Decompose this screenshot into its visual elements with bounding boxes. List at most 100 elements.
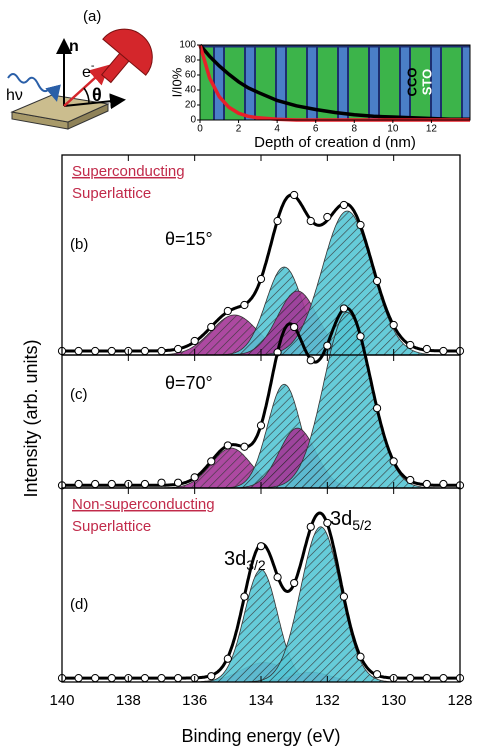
data-point (389, 320, 398, 330)
sample-label: Non-superconducting (72, 496, 215, 513)
x-tick-label: 4 (274, 124, 280, 135)
angle-label: θ=15° (165, 229, 213, 249)
axes-frame (199, 44, 471, 121)
layer-label: CCO (404, 68, 419, 97)
data-point (91, 674, 100, 683)
data-point (91, 346, 100, 356)
data-point (273, 348, 282, 357)
electron-text: e (82, 64, 91, 81)
data-point (356, 332, 365, 341)
peak-label-sub: 3/2 (246, 557, 266, 573)
data-point (91, 479, 100, 489)
data-point (422, 344, 431, 354)
data-point (173, 344, 183, 354)
electron-sup: - (91, 60, 95, 72)
data-point (406, 674, 415, 683)
data-point (389, 457, 398, 466)
peak-label-main: 3d (330, 508, 352, 530)
data-point (422, 674, 431, 683)
data-point (306, 356, 315, 365)
x-tick-label: 136 (182, 692, 207, 709)
data-point (207, 322, 216, 332)
y-tick-label: 80 (185, 55, 197, 66)
data-point (372, 276, 382, 286)
schematic: (a) n e- hν θ (6, 8, 153, 130)
data-point (107, 346, 116, 356)
sample-label: Superlattice (72, 518, 151, 535)
data-point (290, 322, 299, 332)
component-peak (62, 569, 460, 683)
data-point (207, 457, 216, 466)
x-axis-label: Binding energy (eV) (181, 726, 340, 746)
data-point (323, 212, 332, 222)
panel-label: (c) (70, 386, 88, 403)
data-point (439, 479, 448, 489)
data-point (140, 674, 150, 683)
data-point (74, 479, 83, 489)
data-point (240, 300, 249, 310)
data-point (406, 340, 415, 350)
x-tick-label: 134 (248, 692, 273, 709)
layer-stack (200, 45, 470, 120)
x-tick-label: 2 (236, 124, 242, 135)
data-point (223, 654, 232, 663)
panel-label: (d) (70, 596, 88, 613)
data-point (323, 341, 332, 350)
x-tick-label: 130 (381, 692, 406, 709)
data-point (339, 592, 349, 601)
data-point (140, 346, 150, 356)
data-point (74, 346, 83, 356)
data-point (157, 674, 166, 683)
data-point (439, 674, 448, 683)
decay-curve (198, 43, 470, 122)
data-point (372, 404, 382, 413)
x-tick-label: 0 (197, 124, 203, 135)
data-point (240, 592, 249, 601)
x-tick-label: 132 (315, 692, 340, 709)
data-point (107, 674, 116, 683)
data-point (256, 421, 266, 430)
angle-label: θ (92, 85, 102, 105)
sample-label: Superconducting (72, 163, 185, 180)
data-point (240, 442, 249, 451)
x-tick-label: 8 (352, 124, 358, 135)
photon-label: hν (6, 87, 23, 104)
data-point (74, 674, 83, 683)
layer-label: STO (419, 69, 434, 96)
data-point (107, 479, 116, 489)
data-point (223, 441, 232, 450)
data-point (422, 479, 431, 489)
x-tick-label: 12 (426, 124, 438, 135)
data-point (223, 306, 232, 316)
data-point (173, 478, 183, 487)
data-point (356, 652, 365, 661)
data-point (190, 473, 199, 482)
y-tick-label: 0 (190, 115, 196, 126)
data-point (306, 522, 315, 531)
data-point (157, 478, 166, 487)
y-tick-label: 40 (185, 85, 197, 96)
y-tick-label: 60 (185, 70, 197, 81)
x-tick-label: 138 (116, 692, 141, 709)
data-point (339, 200, 349, 210)
normal-label: n (69, 38, 79, 55)
data-point (339, 304, 349, 313)
data-point (256, 274, 266, 284)
y-axis-label: Intensity (arb. units) (21, 339, 41, 497)
y-tick-label: 100 (179, 40, 196, 51)
y-axis-label: I/I0% (169, 67, 184, 97)
sample-label: Superlattice (72, 185, 151, 202)
peak-label-main: 3d (224, 548, 246, 570)
data-point (290, 578, 299, 588)
data-point (273, 573, 282, 582)
data-point (323, 518, 332, 528)
angle-label: θ=70° (165, 373, 213, 393)
data-point (306, 216, 315, 226)
data-point (406, 475, 415, 485)
data-point (439, 346, 448, 356)
panel-label: (b) (70, 236, 88, 253)
data-point (140, 479, 150, 489)
data-point (372, 670, 382, 679)
y-tick-label: 20 (185, 100, 197, 111)
